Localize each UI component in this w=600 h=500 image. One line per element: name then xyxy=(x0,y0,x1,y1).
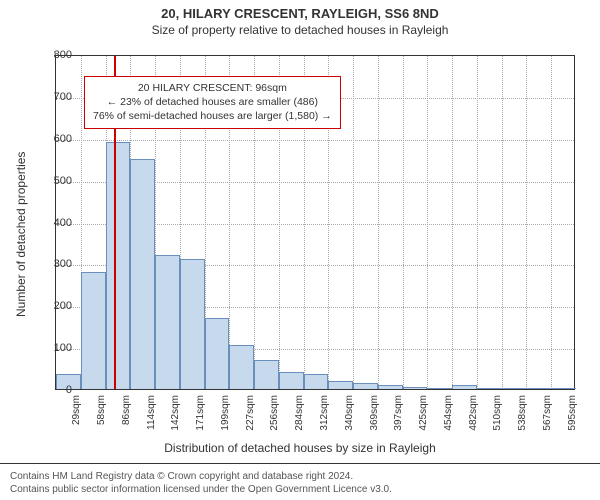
histogram-bar xyxy=(526,388,551,389)
callout-box: 20 HILARY CRESCENT: 96sqm ← 23% of detac… xyxy=(84,76,341,129)
x-tick-label: 58sqm xyxy=(96,395,107,425)
gridline-v xyxy=(452,56,453,389)
histogram-bar xyxy=(304,374,329,389)
x-tick-label: 454sqm xyxy=(443,395,454,431)
histogram-bar xyxy=(452,385,477,389)
y-tick-label: 800 xyxy=(32,49,72,61)
x-tick-label: 114sqm xyxy=(146,395,157,430)
page-subtitle: Size of property relative to detached ho… xyxy=(0,21,600,37)
x-tick-label: 86sqm xyxy=(121,395,132,425)
gridline-v xyxy=(551,56,552,389)
x-tick-label: 312sqm xyxy=(319,395,330,431)
x-tick-label: 171sqm xyxy=(195,395,206,431)
gridline-v xyxy=(378,56,379,389)
x-tick-label: 482sqm xyxy=(468,395,479,431)
x-tick-label: 595sqm xyxy=(567,395,578,431)
x-tick-label: 510sqm xyxy=(492,395,503,431)
x-tick-label: 199sqm xyxy=(220,395,231,431)
callout-line-1: 20 HILARY CRESCENT: 96sqm xyxy=(93,81,332,95)
gridline-h xyxy=(56,140,574,141)
x-axis-label: Distribution of detached houses by size … xyxy=(0,441,600,455)
y-tick-label: 600 xyxy=(32,133,72,145)
y-tick-label: 0 xyxy=(32,384,72,396)
histogram-bar xyxy=(477,388,502,389)
gridline-v xyxy=(477,56,478,389)
gridline-v xyxy=(526,56,527,389)
y-tick-label: 300 xyxy=(32,258,72,270)
histogram-bar xyxy=(551,388,576,389)
histogram-bar xyxy=(328,381,353,389)
x-tick-label: 538sqm xyxy=(517,395,528,431)
y-tick-label: 200 xyxy=(32,300,72,312)
gridline-v xyxy=(427,56,428,389)
histogram-bar xyxy=(254,360,279,389)
histogram-bar xyxy=(205,318,230,389)
plot-area: 20 HILARY CRESCENT: 96sqm ← 23% of detac… xyxy=(55,55,575,390)
histogram-bar xyxy=(279,372,304,389)
histogram-bar xyxy=(427,388,452,389)
gridline-v xyxy=(403,56,404,389)
histogram-bar xyxy=(180,259,205,389)
histogram-bar xyxy=(106,142,131,389)
y-axis-label: Number of detached properties xyxy=(14,152,28,317)
y-tick-label: 400 xyxy=(32,217,72,229)
callout-line-2: ← 23% of detached houses are smaller (48… xyxy=(93,95,332,109)
x-tick-label: 29sqm xyxy=(71,395,82,425)
footer: Contains HM Land Registry data © Crown c… xyxy=(0,463,600,500)
histogram-bar xyxy=(502,388,527,389)
x-tick-label: 340sqm xyxy=(344,395,355,431)
x-tick-label: 284sqm xyxy=(294,395,305,431)
histogram-bar xyxy=(353,383,378,389)
histogram-bar xyxy=(81,272,106,389)
page-title: 20, HILARY CRESCENT, RAYLEIGH, SS6 8ND xyxy=(0,0,600,21)
y-tick-label: 500 xyxy=(32,175,72,187)
histogram-bar xyxy=(403,387,428,389)
y-tick-label: 100 xyxy=(32,342,72,354)
chart-container: Number of detached properties 20 HILARY … xyxy=(0,37,600,457)
y-tick-label: 700 xyxy=(32,91,72,103)
callout-line-3: 76% of semi-detached houses are larger (… xyxy=(93,109,332,123)
x-tick-label: 425sqm xyxy=(418,395,429,431)
histogram-bar xyxy=(155,255,180,389)
x-tick-label: 369sqm xyxy=(369,395,380,431)
gridline-v xyxy=(353,56,354,389)
x-tick-label: 567sqm xyxy=(542,395,553,431)
footer-line-1: Contains HM Land Registry data © Crown c… xyxy=(10,470,590,483)
histogram-bar xyxy=(130,159,155,389)
x-tick-label: 227sqm xyxy=(245,395,256,431)
histogram-bar xyxy=(378,385,403,389)
x-tick-label: 142sqm xyxy=(170,395,181,431)
x-tick-label: 256sqm xyxy=(269,395,280,431)
histogram-bar xyxy=(229,345,254,389)
gridline-v xyxy=(502,56,503,389)
footer-line-2: Contains public sector information licen… xyxy=(10,483,590,496)
x-tick-label: 397sqm xyxy=(393,395,404,431)
